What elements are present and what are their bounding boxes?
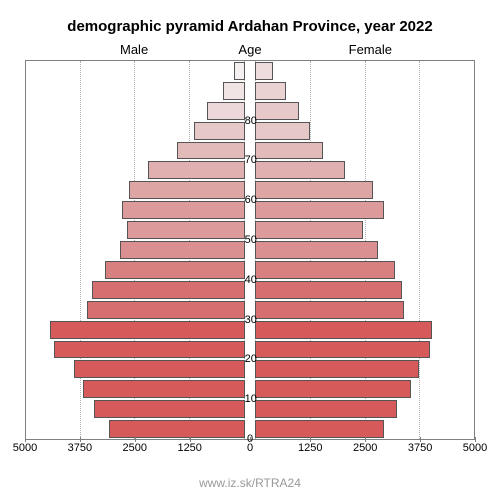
bar-row-female <box>255 101 474 121</box>
bar-row-male <box>26 419 245 439</box>
bar-row-male <box>26 300 245 320</box>
bar-row-female <box>255 61 474 81</box>
female-bar <box>255 102 299 120</box>
female-bar <box>255 261 395 279</box>
bar-row-female <box>255 240 474 260</box>
bar-row-male <box>26 180 245 200</box>
female-bar <box>255 301 404 319</box>
bar-row-female <box>255 121 474 141</box>
age-label: Age <box>0 42 500 57</box>
female-bar <box>255 122 310 140</box>
bar-row-female <box>255 379 474 399</box>
bar-row-male <box>26 141 245 161</box>
bar-row-male <box>26 160 245 180</box>
x-tick-label: 3750 <box>408 442 432 454</box>
bar-row-male <box>26 81 245 101</box>
male-bar <box>234 62 245 80</box>
female-bar <box>255 142 323 160</box>
male-bar <box>87 301 244 319</box>
female-bar <box>255 62 272 80</box>
bar-row-female <box>255 300 474 320</box>
bar-row-male <box>26 379 245 399</box>
bar-row-male <box>26 340 245 360</box>
female-bar <box>255 82 286 100</box>
male-bar <box>54 341 244 359</box>
bar-row-male <box>26 61 245 81</box>
female-bar <box>255 161 345 179</box>
female-bar <box>255 400 397 418</box>
bar-row-female <box>255 340 474 360</box>
male-bar <box>223 82 245 100</box>
bar-row-female <box>255 160 474 180</box>
bar-row-male <box>26 121 245 141</box>
female-bar <box>255 341 430 359</box>
male-bar <box>109 420 245 438</box>
female-bar <box>255 380 410 398</box>
male-bar <box>94 400 245 418</box>
bar-row-female <box>255 399 474 419</box>
bar-row-male <box>26 200 245 220</box>
female-label: Female <box>349 42 392 57</box>
bar-row-male <box>26 280 245 300</box>
x-tick-label: 2500 <box>353 442 377 454</box>
female-bar <box>255 360 419 378</box>
female-bar <box>255 181 373 199</box>
bar-row-male <box>26 359 245 379</box>
x-axis: 500037502500125001250250037505000 <box>25 442 475 462</box>
center-gap <box>245 61 256 439</box>
male-bar <box>120 241 245 259</box>
bar-row-male <box>26 260 245 280</box>
x-tick-label: 5000 <box>463 442 487 454</box>
male-bar <box>207 102 244 120</box>
bar-row-female <box>255 419 474 439</box>
bar-row-female <box>255 260 474 280</box>
bar-row-female <box>255 180 474 200</box>
male-bar <box>83 380 245 398</box>
female-panel <box>255 61 474 439</box>
watermark: www.iz.sk/RTRA24 <box>0 476 500 490</box>
female-bar <box>255 321 432 339</box>
male-bar <box>127 221 245 239</box>
bar-row-male <box>26 101 245 121</box>
male-bar <box>129 181 245 199</box>
male-bar <box>177 142 245 160</box>
female-bar <box>255 241 377 259</box>
plot-area: 01020304050607080 <box>25 60 475 440</box>
male-bar <box>50 321 245 339</box>
bar-row-female <box>255 220 474 240</box>
x-tick-label: 1250 <box>298 442 322 454</box>
female-bar <box>255 420 384 438</box>
bar-row-female <box>255 81 474 101</box>
x-tick-label: 3750 <box>68 442 92 454</box>
x-tick-label: 1250 <box>177 442 201 454</box>
header-labels: Male Age Female <box>0 42 500 60</box>
male-bar <box>148 161 244 179</box>
bar-row-male <box>26 220 245 240</box>
bar-row-female <box>255 141 474 161</box>
chart-title: demographic pyramid Ardahan Province, ye… <box>0 18 500 35</box>
bar-row-male <box>26 399 245 419</box>
male-bar <box>105 261 245 279</box>
male-bar <box>74 360 245 378</box>
male-bar <box>122 201 244 219</box>
male-bar <box>194 122 244 140</box>
female-bar <box>255 201 384 219</box>
bar-row-male <box>26 240 245 260</box>
bar-row-female <box>255 280 474 300</box>
bar-row-female <box>255 359 474 379</box>
bar-row-female <box>255 200 474 220</box>
bar-row-female <box>255 320 474 340</box>
x-tick-label: 2500 <box>123 442 147 454</box>
female-bar <box>255 221 362 239</box>
bar-row-male <box>26 320 245 340</box>
x-tick-label: 0 <box>247 442 253 454</box>
male-bar <box>92 281 245 299</box>
male-panel <box>26 61 245 439</box>
x-tick-label: 5000 <box>13 442 37 454</box>
female-bar <box>255 281 401 299</box>
